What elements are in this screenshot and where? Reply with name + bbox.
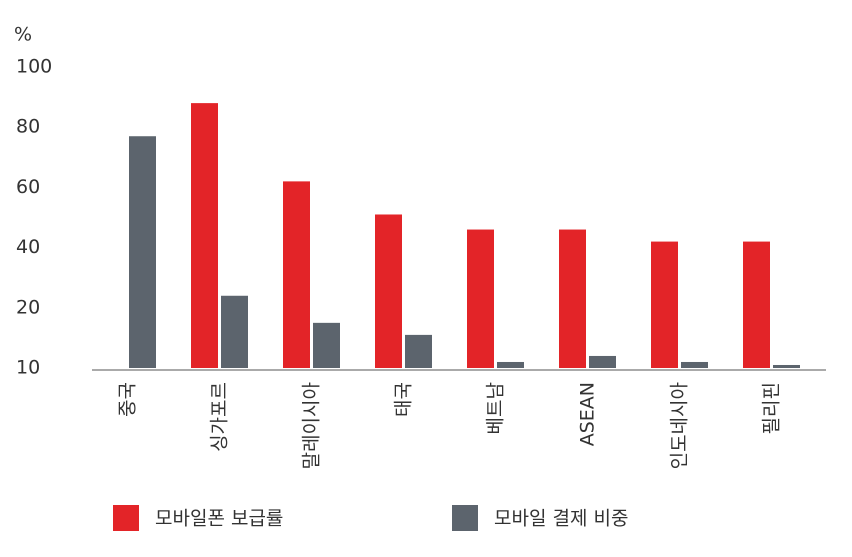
y-tick-label: 80 (16, 116, 40, 138)
bar (651, 241, 678, 368)
bar (129, 136, 156, 368)
bar (497, 361, 524, 368)
x-tick-label: 말레이시아 (301, 382, 323, 469)
y-tick-label: 100 (16, 56, 52, 78)
x-tick-label: 싱가포르 (209, 382, 231, 452)
bar (681, 361, 708, 368)
x-tick-label: 태국 (393, 382, 415, 417)
bar (375, 214, 402, 368)
bar (743, 241, 770, 368)
x-tick-label: 인도네시아 (669, 382, 691, 469)
bar (221, 295, 248, 368)
bar (191, 103, 218, 369)
bar (559, 229, 586, 368)
legend-swatch (113, 505, 139, 531)
x-tick-label: ASEAN (577, 382, 599, 446)
bar (313, 322, 340, 368)
legend-label: 모바일폰 보급률 (155, 508, 283, 530)
y-tick-label: 20 (16, 296, 40, 318)
bar (405, 334, 432, 368)
bar (589, 355, 616, 368)
legend-swatch (452, 505, 478, 531)
y-tick-label: 40 (16, 236, 40, 258)
y-tick-label: 10 (16, 357, 40, 379)
x-tick-label: 필리핀 (761, 382, 783, 434)
x-tick-label: 베트남 (485, 382, 507, 434)
bar (467, 229, 494, 368)
y-axis-label: % (14, 24, 32, 46)
x-tick-label: 중국 (117, 382, 139, 417)
legend-label: 모바일 결제 비중 (494, 508, 628, 530)
y-tick-label: 60 (16, 176, 40, 198)
bar (773, 364, 800, 368)
bar (283, 181, 310, 368)
